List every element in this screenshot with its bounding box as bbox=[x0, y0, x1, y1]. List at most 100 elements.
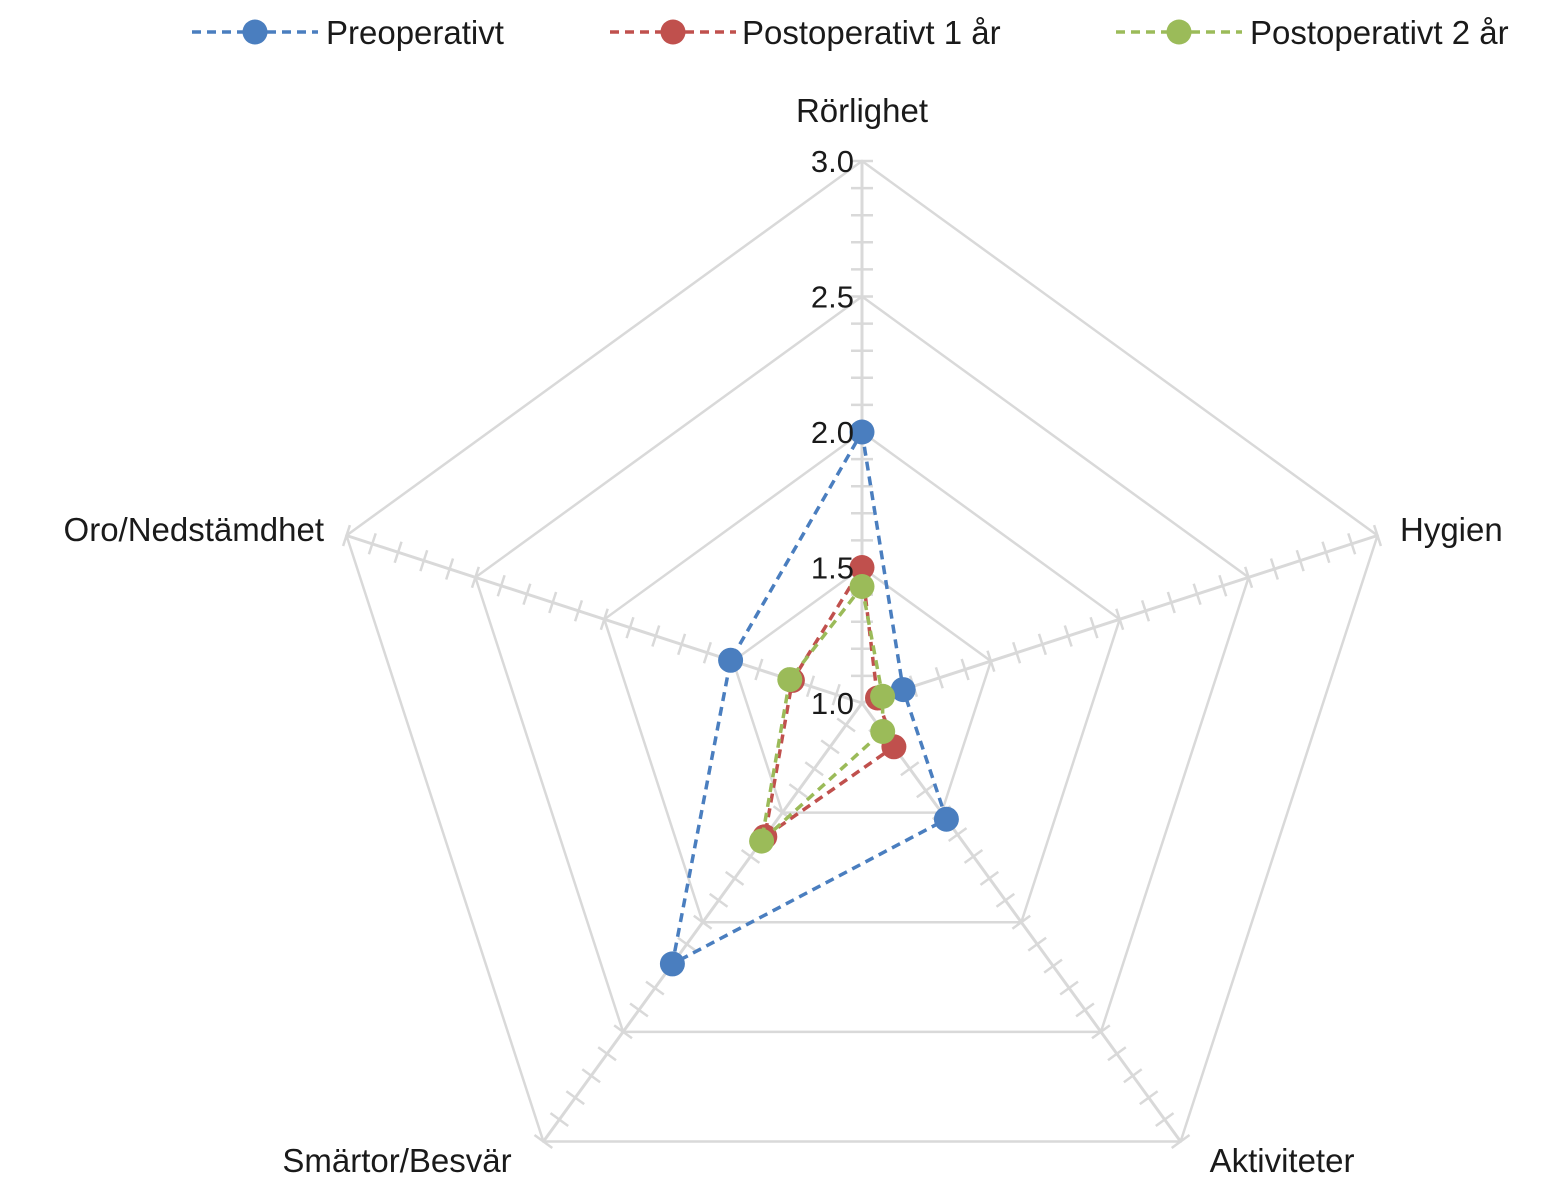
axis-minor-tick bbox=[1372, 524, 1383, 547]
axis-minor-tick bbox=[1218, 574, 1228, 597]
axis-minor-tick bbox=[677, 633, 687, 656]
axis-minor-tick bbox=[625, 616, 635, 639]
axis-minor-tick bbox=[947, 827, 968, 843]
axis-minor-tick bbox=[836, 717, 856, 733]
axis-label-0: Rörlighet bbox=[796, 92, 928, 129]
tick-label: 2.0 bbox=[811, 415, 854, 450]
axis-minor-tick bbox=[597, 1046, 617, 1062]
legend-marker-0 bbox=[242, 19, 268, 45]
axis-minor-tick bbox=[581, 1068, 601, 1084]
grid-ring-3.0 bbox=[345, 159, 1379, 1143]
axis-label-4: Oro/Nedstämdhet bbox=[64, 511, 324, 548]
legend-label-2: Postoperativt 2 år bbox=[1250, 14, 1509, 51]
legend: Preoperativt Postoperativt 1 år Postoperat… bbox=[192, 14, 1509, 51]
legend-marker-2 bbox=[1166, 19, 1192, 45]
axis-minor-tick bbox=[1295, 549, 1305, 572]
grid-layer bbox=[341, 159, 1383, 1150]
axis-minor-tick bbox=[831, 683, 841, 706]
axis-label-3: Smärtor/Besvär bbox=[282, 1142, 511, 1179]
axis-minor-tick bbox=[1166, 591, 1176, 614]
legend-label-1: Postoperativt 1 år bbox=[742, 14, 1001, 51]
tick-label: 1.5 bbox=[811, 551, 854, 586]
axis-minor-tick bbox=[1037, 633, 1047, 656]
legend-marker-1 bbox=[660, 19, 686, 45]
axis-minor-tick bbox=[986, 650, 996, 672]
axis-minor-tick bbox=[788, 783, 808, 799]
axis-minor-tick bbox=[1011, 914, 1031, 930]
axis-minor-tick bbox=[1192, 583, 1202, 605]
series-2-point-2 bbox=[870, 719, 896, 744]
axis-minor-tick bbox=[1170, 1133, 1191, 1150]
axis-minor-tick bbox=[573, 600, 584, 622]
series-0-point-1 bbox=[890, 677, 916, 703]
axis-minor-tick bbox=[1139, 1090, 1159, 1106]
axis-minor-tick bbox=[754, 658, 764, 681]
axis-minor-tick bbox=[1012, 641, 1022, 664]
tick-label: 1.0 bbox=[811, 686, 854, 721]
axis-minor-tick bbox=[651, 625, 661, 647]
axis-minor-tick bbox=[599, 608, 609, 631]
axis-minor-tick bbox=[533, 1133, 554, 1150]
axis-minor-tick bbox=[1091, 1024, 1111, 1040]
axis-minor-tick bbox=[934, 667, 944, 689]
axis-minor-tick bbox=[1321, 541, 1331, 564]
axis-minor-tick bbox=[963, 848, 984, 864]
series-1-point-0 bbox=[849, 555, 875, 580]
grid-ring-2.0 bbox=[602, 430, 1122, 924]
axis-minor-tick bbox=[804, 761, 824, 777]
tick-label: 3.0 bbox=[811, 144, 854, 179]
axis-minor-tick bbox=[1059, 980, 1079, 996]
axis-minor-tick bbox=[1043, 958, 1063, 974]
series-0-point-4 bbox=[718, 647, 744, 673]
axis-minor-tick bbox=[419, 549, 429, 572]
tick-label: 2.5 bbox=[811, 280, 854, 315]
axis-label-1: Hygien bbox=[1400, 511, 1503, 548]
grid-ring-2.5 bbox=[473, 294, 1251, 1034]
axis-minor-tick bbox=[341, 524, 352, 547]
axis-minor-tick bbox=[900, 761, 920, 777]
axis-minor-tick bbox=[740, 848, 761, 864]
axis-minor-tick bbox=[645, 980, 665, 996]
axis-minor-tick bbox=[1115, 608, 1125, 631]
legend-label-0: Preoperativt bbox=[326, 14, 504, 51]
axis-minor-tick bbox=[548, 591, 558, 614]
axis-minor-tick bbox=[979, 870, 1000, 886]
series-line-0 bbox=[670, 430, 949, 966]
axis-minor-tick bbox=[1140, 600, 1151, 622]
series-2-point-3 bbox=[749, 828, 775, 854]
axis-minor-tick bbox=[565, 1090, 585, 1106]
axis-minor-tick bbox=[1107, 1046, 1127, 1062]
series-2-point-0 bbox=[849, 574, 875, 599]
axis-minor-tick bbox=[1347, 533, 1357, 555]
axis-minor-tick bbox=[724, 870, 745, 886]
series-2-point-4 bbox=[777, 667, 803, 693]
axis-minor-tick bbox=[1244, 566, 1254, 589]
axis-minor-tick bbox=[805, 675, 816, 698]
axis-minor-tick bbox=[820, 739, 840, 755]
axis-minor-tick bbox=[629, 1002, 649, 1018]
axis-minor-tick bbox=[1269, 558, 1279, 580]
axis-minor-tick bbox=[470, 566, 480, 589]
axis-minor-tick bbox=[393, 541, 403, 564]
axis-minor-tick bbox=[496, 574, 506, 597]
axis-minor-tick bbox=[1075, 1002, 1095, 1018]
label-layer: 1.0 1.5 2.0 2.5 3.0 Rörlighet Hygien Aktivitete… bbox=[64, 92, 1503, 1179]
grid-ring-1.5 bbox=[731, 565, 993, 814]
series-0-point-2 bbox=[933, 806, 959, 832]
axis-minor-tick bbox=[1089, 616, 1099, 639]
axis-minor-tick bbox=[613, 1024, 633, 1040]
axis-minor-tick bbox=[916, 783, 936, 799]
axis-label-2: Aktiviteter bbox=[1210, 1142, 1355, 1179]
axis-minor-tick bbox=[995, 892, 1016, 908]
axis-minor-tick bbox=[960, 658, 970, 681]
axis-minor-tick bbox=[1027, 936, 1047, 952]
axis-minor-tick bbox=[677, 936, 697, 952]
axis-minor-tick bbox=[367, 533, 377, 555]
axis-minor-tick bbox=[1063, 625, 1073, 647]
axis-minor-tick bbox=[693, 914, 713, 930]
axis-minor-tick bbox=[549, 1112, 569, 1128]
axis-minor-tick bbox=[522, 583, 532, 605]
axis-minor-tick bbox=[1155, 1112, 1175, 1128]
